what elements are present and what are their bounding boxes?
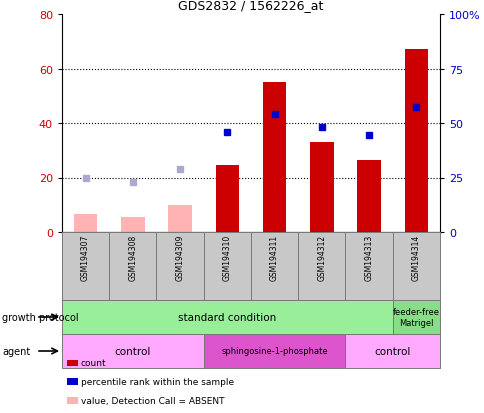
Bar (309, 143, 333, 233)
Bar (62, 334, 203, 368)
Text: GSM194307: GSM194307 (81, 235, 90, 281)
Bar (392, 300, 439, 334)
Text: feeder-free
Matrigel: feeder-free Matrigel (392, 308, 439, 327)
Bar (215, 166, 239, 233)
Text: standard condition: standard condition (178, 312, 276, 322)
Text: agent: agent (2, 346, 30, 356)
Text: GSM194314: GSM194314 (411, 235, 420, 280)
Text: count: count (80, 358, 106, 368)
Text: GSM194312: GSM194312 (317, 235, 326, 280)
Bar (404, 50, 427, 233)
Bar (168, 205, 192, 233)
Text: GSM194313: GSM194313 (364, 235, 373, 280)
Bar (357, 160, 380, 233)
Text: control: control (374, 346, 410, 356)
Bar (345, 334, 439, 368)
Text: GSM194311: GSM194311 (270, 235, 279, 280)
Text: GSM194308: GSM194308 (128, 235, 137, 280)
Text: GSM194309: GSM194309 (175, 235, 184, 281)
Bar (74, 215, 97, 233)
Title: GDS2832 / 1562226_at: GDS2832 / 1562226_at (178, 0, 323, 12)
Bar (262, 83, 286, 233)
Text: control: control (114, 346, 151, 356)
Text: GSM194310: GSM194310 (223, 235, 231, 280)
Text: growth protocol: growth protocol (2, 312, 79, 322)
Bar (62, 300, 392, 334)
Text: sphingosine-1-phosphate: sphingosine-1-phosphate (221, 347, 327, 356)
Bar (121, 218, 144, 233)
Bar (203, 334, 345, 368)
Text: value, Detection Call = ABSENT: value, Detection Call = ABSENT (80, 396, 224, 405)
Text: percentile rank within the sample: percentile rank within the sample (80, 377, 233, 386)
